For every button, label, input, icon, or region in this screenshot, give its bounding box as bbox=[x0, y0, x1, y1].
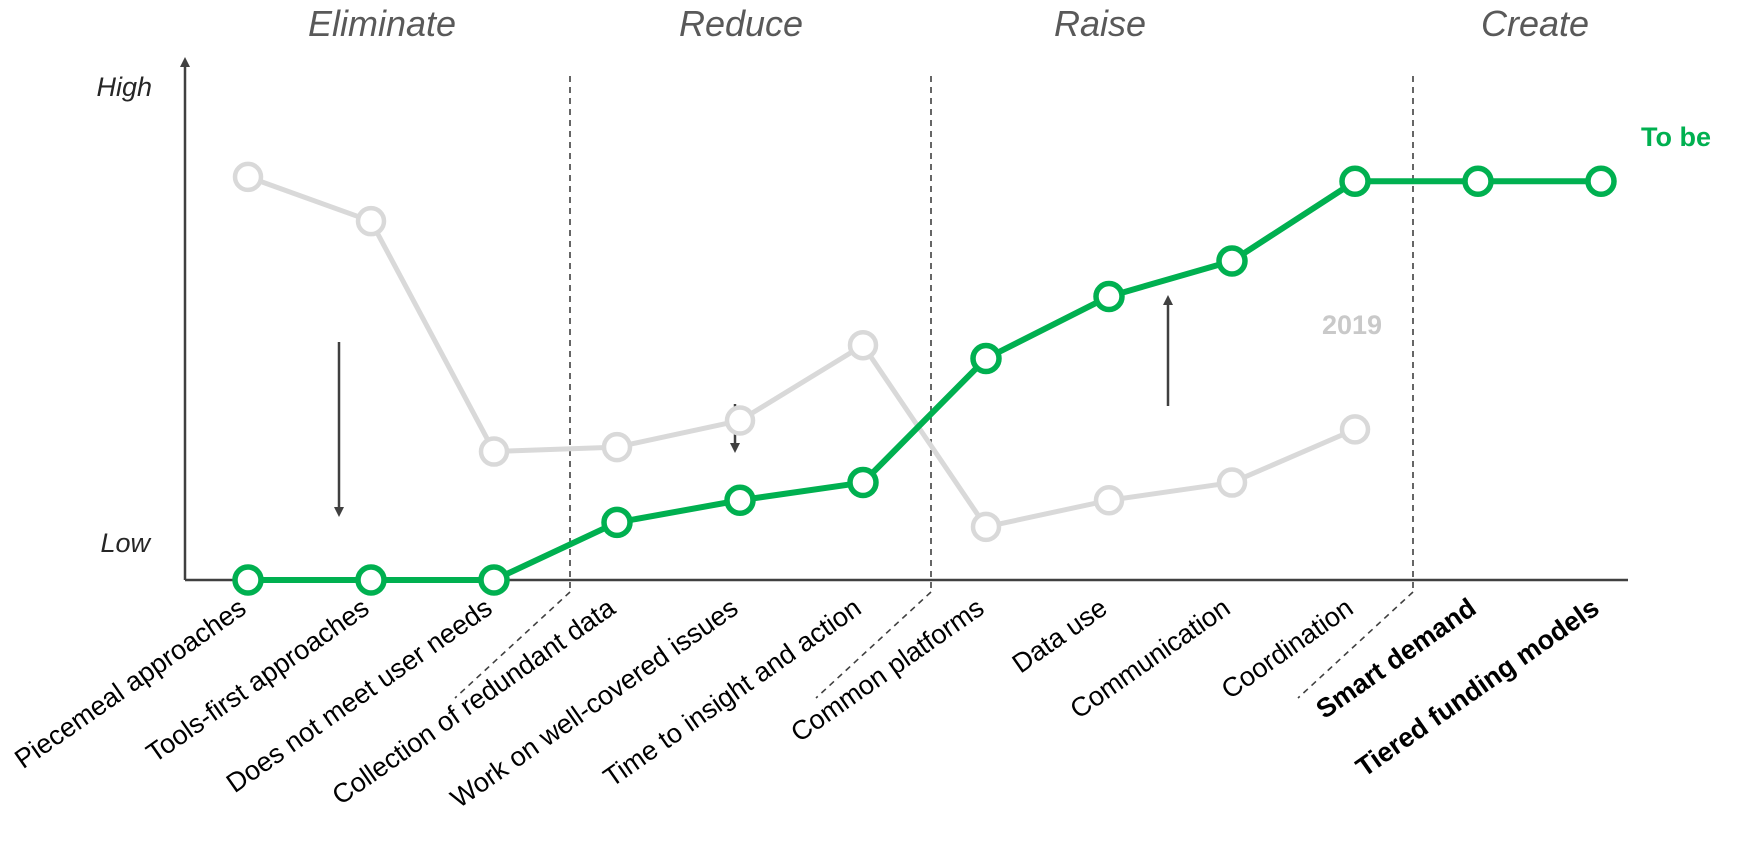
point-to-be-11 bbox=[1585, 165, 1617, 198]
point-2019-0 bbox=[232, 161, 264, 193]
category-label-0: Piecemeal approaches bbox=[9, 592, 251, 774]
point-to-be-8 bbox=[1216, 245, 1248, 277]
point-2019-2 bbox=[478, 436, 510, 467]
point-2019-1 bbox=[355, 205, 387, 237]
point-to-be-6 bbox=[970, 342, 1002, 375]
section-title-eliminate: Eliminate bbox=[308, 3, 456, 44]
section-title-raise: Raise bbox=[1054, 3, 1146, 44]
divider-ext-raise-create bbox=[1297, 591, 1414, 699]
point-2019-8 bbox=[1216, 467, 1248, 498]
point-to-be-9 bbox=[1339, 165, 1371, 198]
point-to-be-3 bbox=[601, 506, 633, 539]
series-2019 bbox=[232, 161, 1371, 543]
section-dividers bbox=[454, 76, 1414, 699]
point-to-be-0 bbox=[232, 564, 264, 596]
point-to-be-1 bbox=[355, 564, 387, 596]
divider-ext-eliminate-reduce bbox=[454, 591, 571, 699]
point-to-be-4 bbox=[724, 484, 756, 517]
point-to-be-7 bbox=[1093, 280, 1125, 313]
divider-ext-reduce-raise bbox=[815, 591, 932, 699]
category-label-1: Tools-first approaches bbox=[141, 592, 375, 768]
category-label-7: Data use bbox=[1007, 592, 1113, 679]
point-2019-9 bbox=[1339, 414, 1371, 445]
point-2019-7 bbox=[1093, 485, 1125, 516]
point-2019-3 bbox=[601, 431, 633, 463]
series-to-be bbox=[232, 165, 1617, 596]
point-to-be-10 bbox=[1462, 165, 1494, 198]
section-title-create: Create bbox=[1481, 3, 1589, 44]
point-2019-5 bbox=[847, 329, 879, 361]
section-title-reduce: Reduce bbox=[679, 3, 803, 44]
point-2019-4 bbox=[724, 405, 756, 436]
series-line-to-be bbox=[248, 178, 1601, 583]
y-level-low: Low bbox=[100, 528, 151, 558]
point-to-be-2 bbox=[478, 564, 510, 596]
series-label-2019: 2019 bbox=[1322, 310, 1382, 340]
series-label-to-be: To be bbox=[1641, 122, 1711, 152]
y-level-high: High bbox=[96, 72, 152, 102]
point-2019-6 bbox=[970, 511, 1002, 543]
series-line-2019 bbox=[247, 174, 1356, 530]
category-label-11: Tiered funding models bbox=[1350, 592, 1604, 782]
series-layer bbox=[232, 161, 1617, 596]
point-to-be-5 bbox=[847, 466, 879, 499]
